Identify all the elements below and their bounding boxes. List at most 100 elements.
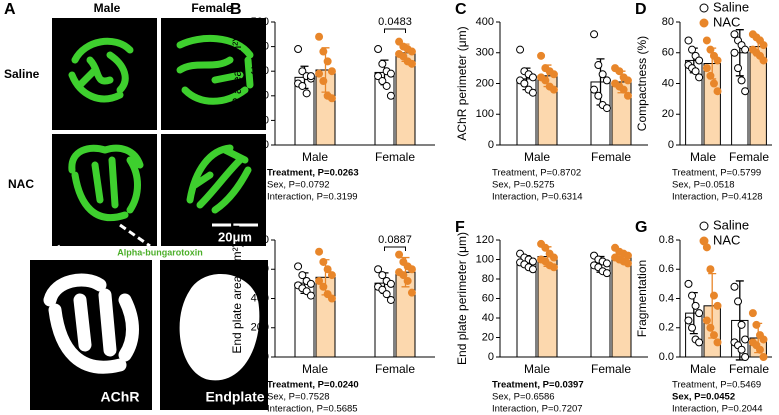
data-point bbox=[403, 276, 412, 285]
data-point bbox=[602, 269, 611, 278]
data-point bbox=[702, 36, 711, 45]
panel-letter: C bbox=[455, 1, 467, 18]
data-point bbox=[528, 73, 537, 82]
data-point bbox=[541, 243, 550, 252]
y-axis-label: Fragmentation bbox=[635, 260, 649, 337]
stats-line: Interaction, P=0.6314 bbox=[492, 192, 583, 203]
legend-label: Saline bbox=[713, 217, 749, 232]
data-point bbox=[691, 67, 700, 76]
data-point bbox=[378, 59, 387, 68]
legend-marker bbox=[699, 3, 709, 13]
y-tick-label: 600 bbox=[251, 263, 269, 275]
data-point bbox=[378, 271, 387, 280]
data-point bbox=[748, 309, 757, 318]
data-point bbox=[374, 265, 383, 274]
data-point bbox=[619, 85, 628, 94]
data-point bbox=[327, 94, 336, 103]
data-point bbox=[759, 56, 768, 65]
data-point bbox=[623, 91, 632, 100]
data-point bbox=[382, 290, 391, 299]
stats-line: Interaction, P=0.4128 bbox=[672, 192, 763, 203]
data-point bbox=[737, 345, 746, 354]
data-point bbox=[323, 265, 332, 274]
data-point bbox=[386, 91, 395, 100]
bar bbox=[537, 256, 558, 358]
data-point bbox=[695, 309, 704, 318]
y-tick-label: 500 bbox=[251, 16, 269, 28]
data-point bbox=[549, 263, 558, 272]
significance-bracket bbox=[384, 246, 406, 251]
zoom-line bbox=[119, 223, 151, 248]
data-point bbox=[298, 67, 307, 76]
y-tick-label: 400 bbox=[251, 292, 269, 304]
y-tick-label: 300 bbox=[251, 65, 269, 77]
data-point bbox=[734, 297, 743, 306]
data-point bbox=[528, 265, 537, 274]
data-point bbox=[623, 76, 632, 85]
row-header: Saline bbox=[4, 67, 40, 81]
x-tick-label: Male bbox=[302, 362, 328, 376]
caption: Alpha-bungarotoxin bbox=[117, 247, 203, 257]
data-point bbox=[741, 87, 750, 96]
data-point bbox=[706, 265, 715, 274]
y-tick-label: 0.4 bbox=[659, 292, 674, 304]
stats-line: Sex, P=0.5275 bbox=[492, 180, 555, 191]
x-tick-label: Female bbox=[375, 362, 415, 376]
endplate-mask bbox=[179, 273, 260, 381]
legend-marker bbox=[699, 236, 709, 246]
achr-stain bbox=[68, 34, 254, 222]
data-point bbox=[319, 257, 328, 266]
y-axis-label: AChR area (μm²) bbox=[230, 38, 244, 130]
stats-line: Treatment, P=0.0397 bbox=[492, 380, 584, 391]
x-tick-label: Female bbox=[591, 362, 631, 376]
y-tick-label: 20 bbox=[662, 108, 674, 120]
x-tick-label: Male bbox=[690, 362, 716, 376]
data-point bbox=[306, 279, 315, 288]
data-point bbox=[737, 76, 746, 85]
y-tick-label: 800 bbox=[251, 234, 269, 246]
y-tick-label: 80 bbox=[662, 16, 674, 28]
data-point bbox=[516, 45, 525, 54]
data-point bbox=[615, 67, 624, 76]
data-point bbox=[623, 251, 632, 260]
data-point bbox=[759, 335, 768, 344]
y-tick-label: 300 bbox=[476, 47, 494, 59]
data-point bbox=[741, 353, 750, 361]
data-point bbox=[298, 81, 307, 90]
data-point bbox=[706, 71, 715, 80]
stats-line: Sex, P=0.0452 bbox=[672, 392, 735, 403]
data-point bbox=[386, 295, 395, 304]
stats-line: Interaction, P=0.3199 bbox=[267, 192, 358, 203]
scale-label: 20μm bbox=[218, 229, 252, 244]
data-point bbox=[327, 67, 336, 76]
data-point bbox=[315, 69, 324, 78]
y-axis-label: End plate area (μm²) bbox=[230, 243, 244, 353]
data-point bbox=[541, 76, 550, 85]
data-point bbox=[378, 77, 387, 86]
y-tick-label: 20 bbox=[482, 331, 494, 343]
data-point bbox=[327, 271, 336, 280]
annotation: 0.0887 bbox=[378, 234, 412, 246]
data-point bbox=[590, 85, 599, 94]
data-point bbox=[759, 353, 768, 361]
data-point bbox=[386, 279, 395, 288]
y-tick-label: 200 bbox=[476, 77, 494, 89]
data-point bbox=[306, 72, 315, 81]
data-point bbox=[598, 70, 607, 79]
data-point bbox=[688, 45, 697, 54]
data-point bbox=[298, 271, 307, 280]
y-tick-label: 60 bbox=[482, 292, 494, 304]
row-header: NAC bbox=[8, 177, 34, 191]
data-point bbox=[741, 45, 750, 54]
stats-line: Interaction, P=0.7207 bbox=[492, 404, 583, 415]
data-point bbox=[709, 331, 718, 340]
data-point bbox=[315, 276, 324, 285]
y-tick-label: 40 bbox=[482, 312, 494, 324]
panel-letter: E bbox=[230, 219, 241, 236]
bar bbox=[516, 260, 537, 358]
achr-mask bbox=[43, 273, 139, 374]
stats-line: Sex, P=0.7528 bbox=[267, 392, 330, 403]
y-tick-label: 200 bbox=[251, 90, 269, 102]
data-point bbox=[691, 301, 700, 310]
